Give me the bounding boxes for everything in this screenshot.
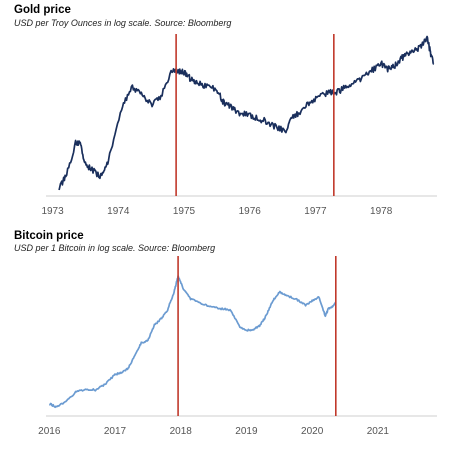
gold-x-tick-label: 1975 [173,206,196,217]
gold-chart-subtitle: USD per Troy Ounces in log scale. Source… [14,18,232,28]
gold-price-line [58,35,435,191]
gold-x-tick-label: 1978 [370,206,393,217]
bitcoin-x-tick-label: 2020 [301,426,324,437]
gold-x-tick-label: 1977 [304,206,327,217]
bitcoin-x-tick-label: 2021 [367,426,390,437]
gold-chart-title: Gold price [14,4,71,16]
bitcoin-chart-plot: 2016 2017 2018 2019 2020 2021 [38,256,437,437]
gold-x-tick-label: 1976 [239,206,262,217]
gold-x-tick-label: 1974 [107,206,130,217]
gold-chart-plot: 1973 1974 1975 1976 1977 1978 [41,34,437,217]
bitcoin-chart-title: Bitcoin price [14,230,84,242]
gold-chart-panel: Gold price USD per Troy Ounces in log sc… [0,0,454,222]
gold-x-tick-label: 1973 [41,206,64,217]
bitcoin-x-tick-label: 2019 [235,426,258,437]
bitcoin-price-line [48,275,337,409]
bitcoin-chart-panel: Bitcoin price USD per 1 Bitcoin in log s… [0,228,454,450]
bitcoin-x-tick-label: 2017 [104,426,127,437]
bitcoin-chart-subtitle: USD per 1 Bitcoin in log scale. Source: … [14,243,216,253]
bitcoin-x-tick-label: 2016 [38,426,61,437]
bitcoin-x-tick-label: 2018 [170,426,193,437]
